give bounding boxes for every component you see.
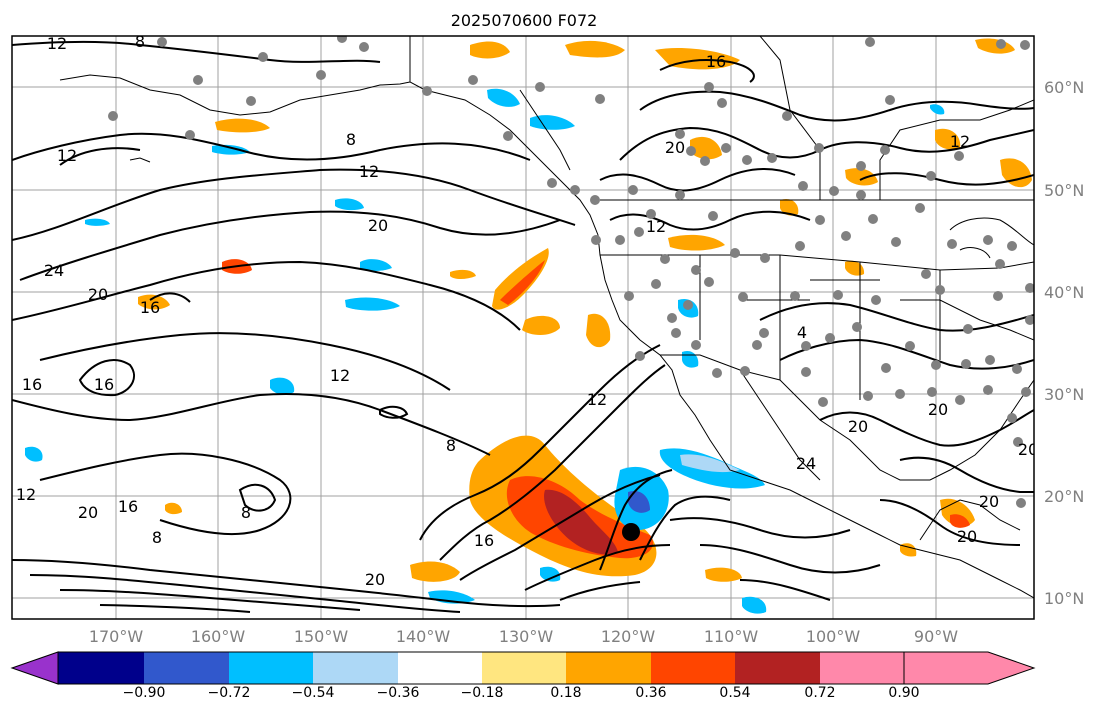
colorbar-extend-left xyxy=(10,651,59,685)
contour-label: 16 xyxy=(22,375,42,394)
colorbar-segment xyxy=(229,652,313,684)
contour-label: 16 xyxy=(474,531,494,550)
lon-label: 160°W xyxy=(191,627,246,646)
colorbar-tick-label: −0.72 xyxy=(208,685,251,701)
contour-label: 16 xyxy=(94,375,114,394)
contour-label: 20 xyxy=(88,285,108,304)
colorbar-tick-label: −0.36 xyxy=(377,685,420,701)
contour-label: 12 xyxy=(57,146,77,165)
contour-label: 20 xyxy=(365,570,385,589)
lat-label: 20°N xyxy=(1044,487,1084,506)
colorbar-tick-label: −0.90 xyxy=(123,685,166,701)
lat-label: 60°N xyxy=(1044,78,1084,97)
contour-label: 20 xyxy=(928,400,948,419)
colorbar-segment xyxy=(58,652,144,684)
lon-label: 110°W xyxy=(704,627,759,646)
map-panel: 12 8 16 8 12 12 20 24 20 16 16 12 20 12 … xyxy=(11,32,1038,620)
contour-label: 12 xyxy=(330,366,350,385)
longitude-labels: 170°W 160°W 150°W 140°W 130°W 120°W 110°… xyxy=(89,627,958,646)
contour-label: 20 xyxy=(1018,440,1038,459)
colorbar-tick-label: 0.72 xyxy=(804,685,835,701)
contour-label: 12 xyxy=(646,217,666,236)
colorbar-segment xyxy=(398,652,482,684)
contour-label: 24 xyxy=(44,261,64,280)
colorbar-tick-label: 0.54 xyxy=(719,685,750,701)
colorbar-tick-label: 0.18 xyxy=(550,685,581,701)
colorbar-segment xyxy=(651,652,735,684)
contour-label: 12 xyxy=(359,162,379,181)
colorbar-tick-label: 0.36 xyxy=(635,685,666,701)
lon-label: 130°W xyxy=(499,627,554,646)
latitude-labels: 60°N 50°N 40°N 30°N 20°N 10°N xyxy=(1044,78,1084,608)
contour-label: 4 xyxy=(797,323,807,342)
contour-label: 20 xyxy=(979,492,999,511)
contour-label: 8 xyxy=(152,528,162,547)
colorbar-tick-label: −0.54 xyxy=(292,685,335,701)
colorbar-frame xyxy=(57,651,905,685)
contour-label: 8 xyxy=(241,503,251,522)
contour-label: 12 xyxy=(16,485,36,504)
colorbar-segment xyxy=(735,652,820,684)
contour-label: 20 xyxy=(957,527,977,546)
lon-label: 140°W xyxy=(396,627,451,646)
lon-label: 120°W xyxy=(601,627,656,646)
contour-label: 12 xyxy=(950,132,970,151)
contour-label: 8 xyxy=(135,32,145,51)
contour-lines xyxy=(12,40,1034,613)
storm-center-dot xyxy=(622,523,640,541)
lat-label: 50°N xyxy=(1044,181,1084,200)
colorbar-tick-label: −0.18 xyxy=(461,685,504,701)
contour-label: 24 xyxy=(796,454,816,473)
contour-label: 20 xyxy=(848,417,868,436)
station-dots xyxy=(108,36,1034,508)
colorbar-tick-label: 0.90 xyxy=(888,685,919,701)
contour-label: 8 xyxy=(346,130,356,149)
lon-label: 100°W xyxy=(806,627,861,646)
contour-label: 20 xyxy=(368,216,388,235)
map-title: 2025070600 F072 xyxy=(451,11,598,30)
contour-label: 16 xyxy=(118,497,138,516)
colorbar-segment xyxy=(820,652,904,684)
colorbar-segment xyxy=(482,652,566,684)
colorbar-segment xyxy=(313,652,398,684)
contour-label: 20 xyxy=(78,503,98,522)
contour-label: 12 xyxy=(47,34,67,53)
contour-label: 20 xyxy=(665,138,685,157)
map-frame xyxy=(11,35,1035,620)
contour-label-layer: 12 8 16 8 12 12 20 24 20 16 16 12 20 12 … xyxy=(16,32,1038,589)
lat-label: 30°N xyxy=(1044,385,1084,404)
lon-label: 150°W xyxy=(294,627,349,646)
colorbar-extend-right xyxy=(903,651,1036,685)
colorbar: −0.90 −0.72 −0.54 −0.36 −0.18 0.18 0.36 … xyxy=(10,651,1036,701)
contour-label: 16 xyxy=(140,298,160,317)
contour-label: 8 xyxy=(446,436,456,455)
lon-label: 170°W xyxy=(89,627,144,646)
contour-label: 16 xyxy=(706,52,726,71)
positive-anomaly-fills xyxy=(138,38,1032,582)
colorbar-segment xyxy=(144,652,229,684)
colorbar-segment xyxy=(566,652,651,684)
lat-label: 10°N xyxy=(1044,589,1084,608)
lat-label: 40°N xyxy=(1044,283,1084,302)
lon-label: 90°W xyxy=(914,627,958,646)
contour-label: 12 xyxy=(587,390,607,409)
